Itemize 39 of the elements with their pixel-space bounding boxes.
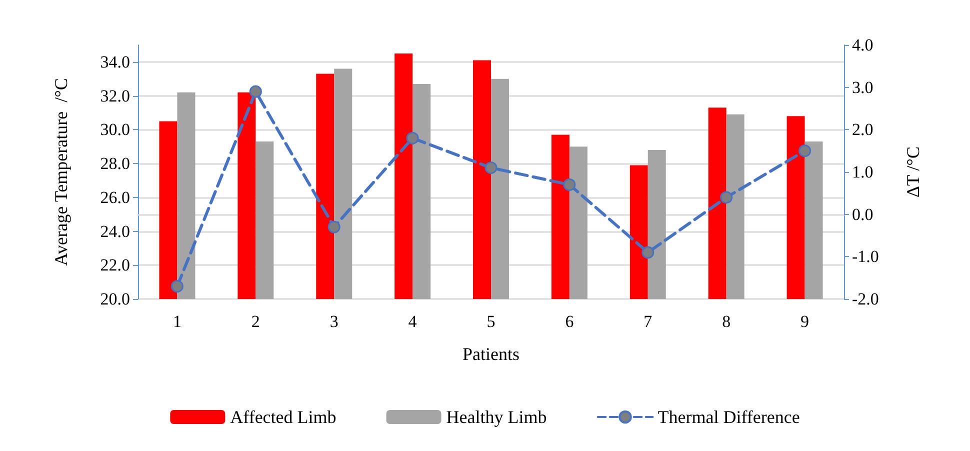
legend-label: Thermal Difference bbox=[658, 407, 800, 427]
y2-tick-label: 2.0 bbox=[852, 120, 874, 140]
x-tick-label: 7 bbox=[644, 312, 653, 331]
x-tick-label: 5 bbox=[486, 312, 496, 331]
x-tick-label: 4 bbox=[408, 312, 418, 331]
y2-tick-label: 4.0 bbox=[852, 36, 874, 54]
x-tick-label: 6 bbox=[565, 312, 574, 331]
y2-tick-label: -2.0 bbox=[852, 290, 879, 308]
y-tick-label: 22.0 bbox=[100, 256, 130, 275]
y-tick-label: 26.0 bbox=[100, 188, 130, 207]
y-tick-label: 34.0 bbox=[100, 52, 130, 72]
point bbox=[170, 280, 184, 293]
x-tick-label: 3 bbox=[330, 312, 338, 331]
x-tick-label: 9 bbox=[800, 312, 810, 331]
y-tick-label: 32.0 bbox=[100, 86, 130, 106]
y-tick-label: 24.0 bbox=[100, 222, 130, 241]
point bbox=[720, 191, 733, 204]
x-axis-title: Patients bbox=[462, 344, 520, 364]
legend-label: Affected Limb bbox=[230, 407, 336, 427]
x-tick-label: 1 bbox=[172, 312, 182, 331]
point bbox=[642, 246, 654, 259]
point bbox=[563, 178, 576, 191]
point bbox=[249, 85, 262, 98]
point bbox=[484, 162, 498, 174]
y2-axis-title: ΔT /°C bbox=[903, 146, 923, 198]
x-tick-label: 8 bbox=[722, 312, 731, 331]
point bbox=[328, 220, 340, 234]
legend-label: Healthy Limb bbox=[446, 407, 547, 427]
y-tick-label: 20.0 bbox=[100, 290, 130, 308]
y-axis-title: Average Temperature /°C bbox=[51, 78, 71, 266]
y-tick-label: 28.0 bbox=[100, 154, 130, 174]
y2-tick-label: 3.0 bbox=[852, 78, 874, 97]
point bbox=[406, 132, 419, 144]
x-tick-label: 2 bbox=[251, 312, 260, 331]
y2-tick-label: -1.0 bbox=[852, 247, 879, 266]
y2-tick-label: 1.0 bbox=[852, 162, 874, 182]
y2-tick-label: 0.0 bbox=[852, 204, 874, 224]
y-tick-label: 30.0 bbox=[100, 120, 130, 140]
point bbox=[798, 144, 812, 158]
